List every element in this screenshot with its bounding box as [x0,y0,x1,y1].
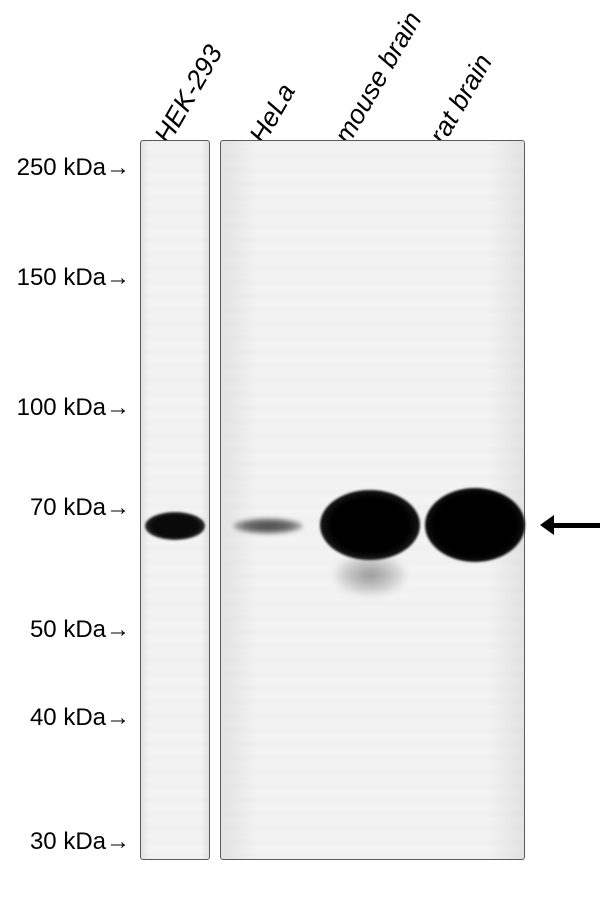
marker-labels-group: 250 kDa→ 150 kDa→ 100 kDa→ 70 kDa→ 50 kD… [0,0,130,903]
lane-label-hek293: HEK-293 [148,40,229,149]
marker-40: 40 kDa→ [30,704,130,732]
gel-band-3 [335,555,405,595]
gel-band-1 [233,518,303,534]
marker-100: 100 kDa→ [17,394,130,422]
gel-band-2 [320,490,420,560]
arrow-head-icon [540,515,554,535]
band-indicator-arrow [540,515,600,535]
lane-label-rat-brain: rat brain [423,49,499,149]
lane-label-hela: HeLa [243,78,302,149]
arrow-shaft [554,523,600,528]
marker-30: 30 kDa→ [30,828,130,856]
marker-50: 50 kDa→ [30,616,130,644]
lane-shading [141,141,209,859]
lane-label-mouse-brain: mouse brain [328,6,428,149]
gel-area [135,140,535,860]
marker-250: 250 kDa→ [17,154,130,182]
western-blot-figure: WWW.PTGLAB.COM HEK-293 HeLa mouse brain … [0,0,600,903]
gel-band-0 [145,512,205,540]
marker-70: 70 kDa→ [30,494,130,522]
gel-band-4 [425,488,525,562]
gel-lane-1 [140,140,210,860]
marker-150: 150 kDa→ [17,264,130,292]
